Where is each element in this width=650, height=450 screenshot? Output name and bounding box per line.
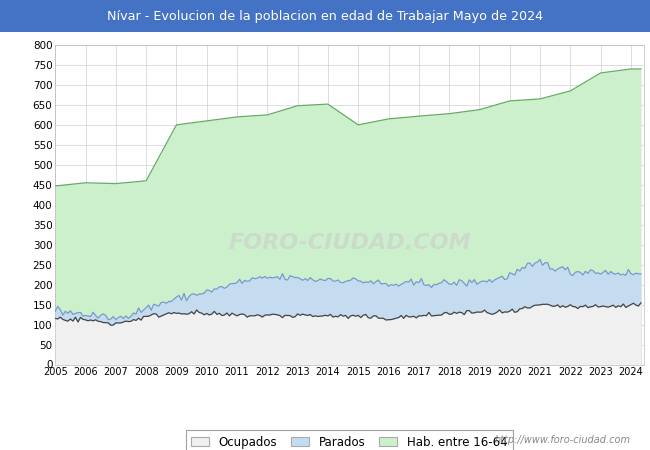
Legend: Ocupados, Parados, Hab. entre 16-64: Ocupados, Parados, Hab. entre 16-64 (186, 430, 513, 450)
Text: http://www.foro-ciudad.com: http://www.foro-ciudad.com (495, 435, 630, 445)
Text: Nívar - Evolucion de la poblacion en edad de Trabajar Mayo de 2024: Nívar - Evolucion de la poblacion en eda… (107, 10, 543, 22)
Text: FORO-CIUDAD.COM: FORO-CIUDAD.COM (228, 233, 471, 253)
